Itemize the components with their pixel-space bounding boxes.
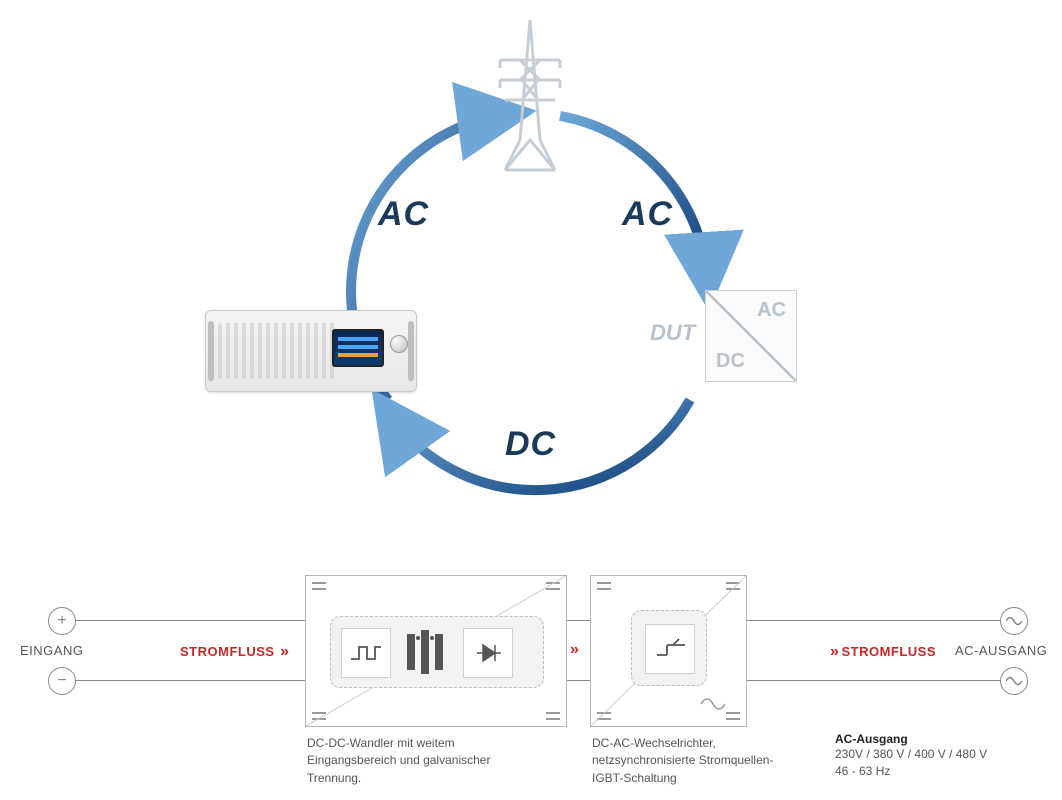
cycle-label-left: AC	[378, 195, 429, 234]
flow-label-left: STROMFLUSS »	[180, 643, 286, 661]
wire-mid-top	[565, 620, 590, 621]
chevron-right-icon: »	[570, 641, 576, 658]
output-ac-icon-2	[1000, 667, 1028, 695]
dcdc-inner-group	[330, 616, 544, 688]
igbt-icon	[645, 624, 695, 674]
wire-in-bot	[60, 680, 305, 681]
chevron-right-icon: »	[830, 643, 837, 660]
output-ac-icon-1	[1000, 607, 1028, 635]
dut-box-ac: AC	[757, 299, 786, 322]
cycle-svg	[0, 0, 1062, 560]
wire-out-bot	[745, 680, 1005, 681]
flow-chevron-mid: »	[570, 641, 576, 659]
output-spec-title: AC-Ausgang	[835, 732, 987, 746]
chopper-icon	[341, 628, 391, 678]
cycle-label-right: AC	[622, 195, 673, 234]
chevron-right-icon: »	[279, 643, 286, 660]
transmission-tower-icon	[500, 20, 560, 170]
input-label: EINGANG	[20, 643, 83, 658]
flow-label-right: » STROMFLUSS	[830, 643, 936, 661]
diode-icon	[463, 628, 513, 678]
box1-caption: DC-DC-Wandler mit weitem Eingangsbereich…	[307, 735, 537, 787]
cycle-label-bottom: DC	[505, 425, 556, 464]
output-spec-line2: 46 - 63 Hz	[835, 763, 987, 780]
dcac-inverter-box	[590, 575, 747, 727]
diagram-root: AC AC DC AC DC DUT + − EINGANG AC-AUSGAN…	[0, 0, 1062, 800]
flow-text-left: STROMFLUSS	[180, 644, 275, 659]
igbt-group	[631, 610, 707, 686]
rack-power-supply-icon	[205, 310, 417, 392]
box2-caption: DC-AC-Wechselrichter, netzsynchronisiert…	[592, 735, 802, 787]
wire-in-top	[60, 620, 305, 621]
dut-box-dc: DC	[716, 350, 745, 373]
wire-mid-bot	[565, 680, 590, 681]
input-plus-icon: +	[48, 607, 76, 635]
output-spec-line1: 230V / 380 V / 400 V / 480 V	[835, 746, 987, 763]
dut-converter-box: AC DC	[705, 290, 797, 382]
transformer-icon	[401, 628, 449, 676]
dut-label: DUT	[650, 320, 695, 346]
output-spec: AC-Ausgang 230V / 380 V / 400 V / 480 V …	[835, 732, 987, 781]
wire-out-top	[745, 620, 1005, 621]
flow-text-right: STROMFLUSS	[841, 644, 936, 659]
output-label: AC-AUSGANG	[955, 643, 1047, 658]
input-minus-icon: −	[48, 667, 76, 695]
dcdc-converter-box	[305, 575, 567, 727]
